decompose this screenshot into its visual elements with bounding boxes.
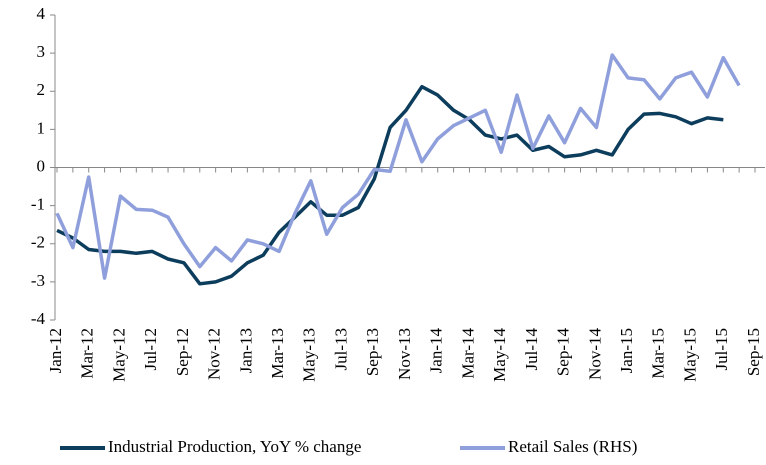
y-tick-label: 2 <box>37 80 46 99</box>
x-tick-label: May-15 <box>680 328 699 382</box>
y-tick-label: -3 <box>31 271 45 290</box>
y-tick-label: -2 <box>31 233 45 252</box>
y-tick-label: -1 <box>31 195 45 214</box>
x-tick-label: May-12 <box>109 328 128 382</box>
y-tick-label: 0 <box>37 156 46 175</box>
x-tick-label: Jan-14 <box>427 328 446 374</box>
x-tick-label: Jul-13 <box>331 328 350 371</box>
series-line <box>55 53 741 280</box>
x-tick-label: Sep-14 <box>554 328 573 377</box>
x-tick-label: Jan-13 <box>236 328 255 373</box>
y-tick-label: 4 <box>37 4 46 23</box>
x-tick-label: Mar-12 <box>78 328 97 379</box>
y-tick-label: -4 <box>31 309 46 328</box>
series-line <box>56 84 724 286</box>
legend-label: Industrial Production, YoY % change <box>108 437 361 456</box>
x-tick-label: Nov-13 <box>395 328 414 380</box>
y-tick-label: 1 <box>37 118 46 137</box>
x-tick-label: Jul-14 <box>522 328 541 371</box>
x-tick-label: Mar-13 <box>268 328 287 379</box>
x-tick-label: May-14 <box>490 328 509 382</box>
x-tick-label: Jul-15 <box>712 328 731 371</box>
x-tick-label: Jan-15 <box>617 328 636 373</box>
x-tick-label: Nov-12 <box>205 328 224 380</box>
x-tick-label: Sep-13 <box>363 328 382 376</box>
x-tick-label: Mar-14 <box>458 328 477 379</box>
x-tick-label: Jul-12 <box>141 328 160 371</box>
x-tick-label: Sep-15 <box>744 328 763 376</box>
x-tick-label: May-13 <box>300 328 319 382</box>
y-tick-label: 3 <box>37 42 46 61</box>
x-tick-label: Sep-12 <box>173 328 192 376</box>
x-tick-label: Nov-14 <box>585 328 604 380</box>
x-tick-label: Mar-15 <box>649 328 668 379</box>
legend-label: Retail Sales (RHS) <box>508 437 637 456</box>
x-tick-label: Jan-12 <box>46 328 65 373</box>
